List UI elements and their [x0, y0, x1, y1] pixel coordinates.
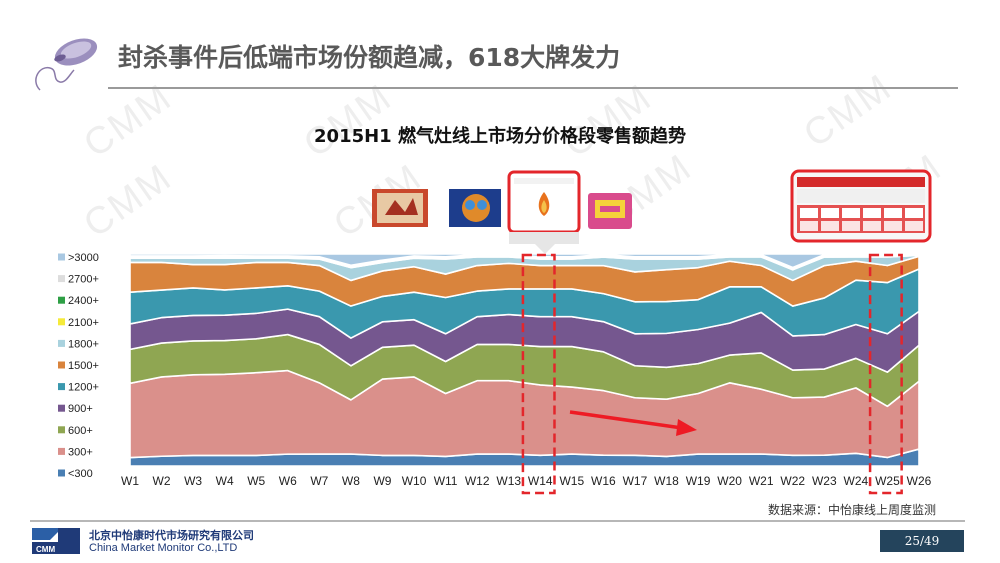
x-tick-label: W18 [654, 474, 679, 488]
x-tick-label: W3 [184, 474, 202, 488]
promo-thumbnail-5-highlighted [790, 169, 932, 243]
x-tick-label: W15 [559, 474, 584, 488]
legend-swatch [58, 296, 65, 304]
legend-label: 900+ [68, 403, 93, 415]
x-tick-label: W13 [496, 474, 521, 488]
title-divider [108, 87, 958, 89]
x-tick-label: W20 [717, 474, 742, 488]
x-tick-label: W6 [279, 474, 297, 488]
x-tick-label: W5 [247, 474, 265, 488]
legend-label: 2700+ [68, 274, 99, 286]
company-logo: CMM [32, 528, 80, 554]
promo-thumbnail-3-highlighted [507, 170, 581, 254]
footer-divider [30, 520, 965, 522]
x-tick-label: W8 [342, 474, 360, 488]
company-name-cn: 北京中怡康时代市场研究有限公司 [89, 529, 254, 542]
legend-label: >3000 [68, 252, 99, 264]
legend-label: 2100+ [68, 317, 99, 329]
x-tick-label: W9 [373, 474, 391, 488]
legend-label: <300 [68, 468, 93, 480]
x-tick-label: W12 [465, 474, 490, 488]
x-tick-label: W26 [907, 474, 932, 488]
company-name-en: China Market Monitor Co.,LTD [89, 542, 238, 554]
source-note: 数据来源：中怡康线上周度监测 [768, 503, 937, 517]
legend-label: 600+ [68, 425, 93, 437]
legend-label: 1200+ [68, 382, 99, 394]
legend-swatch [58, 447, 65, 455]
x-tick-label: W24 [844, 474, 869, 488]
legend-label: 1500+ [68, 360, 99, 372]
promo-thumbnail-2 [449, 189, 501, 227]
promo-thumbnail-1 [372, 189, 428, 227]
x-tick-label: W4 [216, 474, 234, 488]
x-tick-label: W7 [310, 474, 328, 488]
legend-label: 1800+ [68, 338, 99, 350]
highlight-box [521, 253, 556, 495]
legend-swatch [58, 361, 65, 369]
trend-arrow [569, 410, 697, 436]
promo-thumbnail-4 [588, 193, 632, 229]
logo-text: CMM [36, 545, 55, 554]
x-tick-label: W11 [434, 474, 458, 488]
x-tick-label: W16 [591, 474, 616, 488]
area-series-3000gt [129, 253, 920, 269]
legend-label: 2400+ [68, 295, 99, 307]
x-tick-label: W1 [121, 474, 139, 488]
legend-swatch [58, 469, 65, 477]
legend-swatch [58, 339, 65, 347]
x-tick-label: W22 [780, 474, 805, 488]
x-tick-label: W19 [686, 474, 711, 488]
x-tick-label: W14 [528, 474, 553, 488]
highlight-box [868, 253, 903, 495]
legend-swatch [58, 318, 65, 326]
slide-title: 封杀事件后低端市场份额趋减，618大牌发力 [118, 43, 621, 72]
x-tick-label: W2 [153, 474, 171, 488]
page-number: 25/49 [880, 530, 964, 552]
legend-label: 300+ [68, 446, 93, 458]
x-tick-label: W17 [623, 474, 648, 488]
legend-swatch [58, 426, 65, 434]
x-tick-label: W21 [749, 474, 774, 488]
legend-swatch [58, 404, 65, 412]
legend-swatch [58, 383, 65, 391]
legend-swatch [58, 275, 65, 283]
x-tick-label: W23 [812, 474, 837, 488]
mouse-icon [35, 38, 98, 91]
legend-swatch [58, 253, 65, 261]
x-tick-label: W10 [402, 474, 427, 488]
chart-title: 2015H1 燃气灶线上市场分价格段零售额趋势 [314, 126, 686, 147]
x-tick-label: W25 [875, 474, 900, 488]
